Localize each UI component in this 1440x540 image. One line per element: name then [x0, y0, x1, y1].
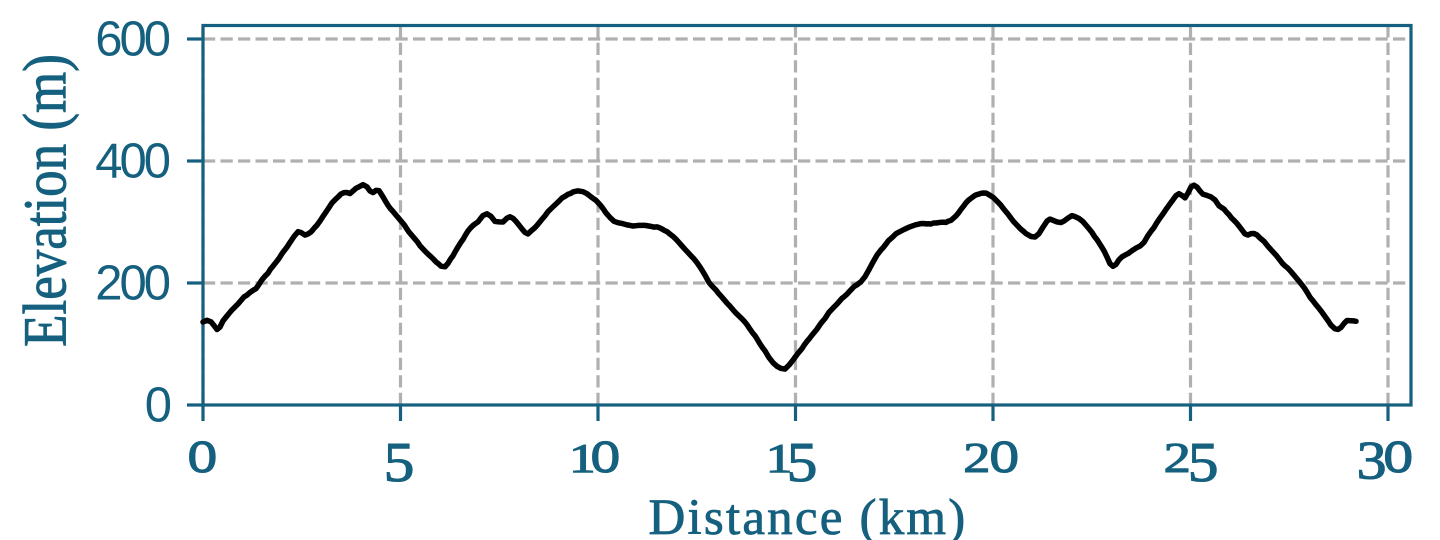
svg-text:1: 1: [569, 437, 596, 482]
svg-text:o: o: [590, 414, 620, 486]
svg-text:5: 5: [384, 432, 415, 494]
svg-text:3: 3: [1357, 431, 1387, 491]
svg-text:200: 200: [95, 257, 170, 311]
svg-text:1: 1: [766, 437, 793, 482]
svg-text:o: o: [1383, 414, 1413, 486]
svg-text:o: o: [187, 414, 217, 486]
svg-text:Elevation (m): Elevation (m): [12, 54, 79, 347]
svg-text:600: 600: [95, 13, 170, 67]
svg-text:5: 5: [1188, 432, 1219, 494]
svg-text:2: 2: [1164, 435, 1191, 482]
svg-text:2: 2: [963, 435, 990, 482]
svg-text:Distance (km): Distance (km): [649, 490, 968, 540]
svg-text:400: 400: [95, 135, 170, 189]
svg-text:5: 5: [787, 432, 818, 494]
svg-text:o: o: [989, 414, 1019, 486]
svg-text:0: 0: [145, 379, 171, 433]
